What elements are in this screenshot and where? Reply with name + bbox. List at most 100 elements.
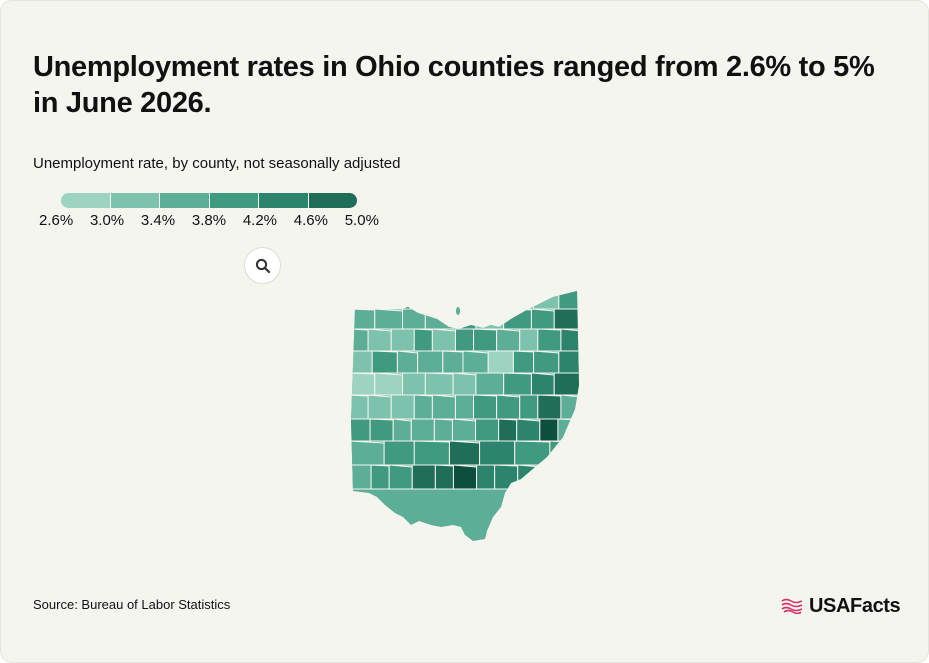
county-meigs[interactable]: Meigs: 4.3% bbox=[518, 465, 541, 489]
logo-text: USAFacts bbox=[809, 595, 900, 618]
county-butler[interactable]: Butler: 3.5% bbox=[558, 419, 581, 441]
county-putnam[interactable]: Putnam: 3% bbox=[368, 329, 391, 351]
county-medina[interactable]: Medina: 3.1% bbox=[476, 309, 504, 329]
county-knox[interactable]: Knox: 3.4% bbox=[463, 351, 488, 373]
county-carroll[interactable]: Carroll: 3.8% bbox=[534, 351, 559, 373]
county-madison[interactable]: Madison: 3.2% bbox=[414, 395, 432, 419]
county-wyandot[interactable]: Wyandot: 3% bbox=[432, 329, 455, 351]
county-pike[interactable]: Pike: 4.6% bbox=[435, 465, 453, 489]
county-hardin[interactable]: Hardin: 3.4% bbox=[397, 351, 417, 373]
county-delaware[interactable]: Delaware: 3% bbox=[453, 373, 476, 395]
county-clinton[interactable]: Clinton: 3.7% bbox=[384, 441, 414, 465]
county-wayne[interactable]: Wayne: 3% bbox=[520, 329, 538, 351]
county-richland[interactable]: Richland: 3.8% bbox=[474, 329, 497, 351]
county-montgomery[interactable]: Montgomery: 3.9% bbox=[370, 419, 393, 441]
county-summit[interactable]: Summit: 3.6% bbox=[504, 309, 532, 329]
county-adams[interactable]: Adams: 4.6% bbox=[412, 465, 435, 489]
county-logan[interactable]: Logan: 3% bbox=[403, 373, 426, 395]
usafacts-logo[interactable]: USAFacts bbox=[781, 593, 900, 619]
county-hancock[interactable]: Hancock: 3% bbox=[391, 329, 414, 351]
county-lawrence[interactable]: Lawrence: 3.9% bbox=[541, 465, 559, 489]
county-belmont[interactable]: Belmont: 4.4% bbox=[538, 395, 561, 419]
county-seneca[interactable]: Seneca: 3.6% bbox=[414, 329, 432, 351]
county-paulding[interactable]: Paulding: 3.4% bbox=[349, 329, 368, 351]
county-licking[interactable]: Licking: 3.3% bbox=[476, 373, 504, 395]
county-gallia[interactable]: Gallia: 4% bbox=[495, 465, 518, 489]
county-ottawa[interactable]: Ottawa: 3.6% bbox=[418, 281, 443, 309]
county-mercer[interactable]: Mercer: 2.6% bbox=[349, 373, 375, 395]
county-brown[interactable]: Brown: 3.7% bbox=[371, 465, 389, 489]
county-athens[interactable]: Athens: 4.1% bbox=[480, 441, 515, 465]
county-trumbull[interactable]: Trumbull: 4.6% bbox=[554, 309, 581, 329]
county-marion[interactable]: Marion: 3.4% bbox=[418, 351, 443, 373]
county-preble[interactable]: Preble: 3.3% bbox=[411, 419, 434, 441]
county-union[interactable]: Union: 2.9% bbox=[425, 373, 453, 395]
county-champaign[interactable]: Champaign: 3.1% bbox=[391, 395, 414, 419]
county-auglaize[interactable]: Auglaize: 2.8% bbox=[375, 373, 403, 395]
county-crawford[interactable]: Crawford: 3.9% bbox=[455, 329, 473, 351]
legend-label: 4.2% bbox=[243, 212, 277, 229]
county-greene[interactable]: Greene: 3.5% bbox=[393, 419, 411, 441]
county-ross[interactable]: Ross: 3.8% bbox=[414, 441, 449, 465]
county-sandusky[interactable]: Sandusky: 3.5% bbox=[425, 309, 453, 329]
county-geauga[interactable]: Geauga: 3.1% bbox=[534, 281, 559, 309]
county-vinton[interactable]: Vinton: 4.4% bbox=[449, 441, 479, 465]
county-pickaway[interactable]: Pickaway: 3.4% bbox=[452, 419, 475, 441]
county-guernsey[interactable]: Guernsey: 3.8% bbox=[520, 395, 538, 419]
county-allen[interactable]: Allen: 3.6% bbox=[372, 351, 397, 373]
county-hocking[interactable]: Hocking: 3.9% bbox=[476, 419, 499, 441]
county-tuscarawas[interactable]: Tuscarawas: 3.6% bbox=[513, 351, 533, 373]
county-hamilton[interactable]: Hamilton: 3.6% bbox=[550, 441, 581, 465]
legend-label: 2.6% bbox=[39, 212, 73, 229]
legend-label: 3.4% bbox=[141, 212, 175, 229]
county-portage[interactable]: Portage: 3.6% bbox=[531, 309, 554, 329]
county-coshocton[interactable]: Coshocton: 3.8% bbox=[504, 373, 532, 395]
county-fairfield[interactable]: Fairfield: 3.3% bbox=[455, 395, 473, 419]
county-henry[interactable]: Henry: 3.3% bbox=[375, 309, 403, 329]
legend-swatch bbox=[210, 193, 260, 208]
county-noble[interactable]: Noble: 4.2% bbox=[517, 419, 540, 441]
county-washington[interactable]: Washington: 3.9% bbox=[515, 441, 550, 465]
county-cuyahoga[interactable]: Cuyahoga: 3.6% bbox=[488, 281, 513, 309]
county-darke[interactable]: Darke: 3.1% bbox=[349, 395, 368, 419]
county-highland[interactable]: Highland: 3.8% bbox=[389, 465, 412, 489]
county-williams[interactable]: Williams: 3.3% bbox=[349, 281, 372, 309]
county-ashtabula[interactable]: Ashtabula: 3.9% bbox=[559, 281, 581, 309]
county-miami[interactable]: Miami: 3.2% bbox=[561, 395, 581, 419]
county-stark[interactable]: Stark: 3.6% bbox=[538, 329, 561, 351]
county-mahoning[interactable]: Mahoning: 4.2% bbox=[561, 329, 581, 351]
county-perry[interactable]: Perry: 3.9% bbox=[474, 395, 497, 419]
county-franklin[interactable]: Franklin: 3.4% bbox=[432, 395, 455, 419]
county-jackson[interactable]: Jackson: 4.1% bbox=[477, 465, 495, 489]
county-van-wert[interactable]: Van Wert: 3.1% bbox=[349, 351, 372, 373]
county-muskingum[interactable]: Muskingum: 3.8% bbox=[497, 395, 520, 419]
county-columbiana[interactable]: Columbiana: 4.2% bbox=[559, 351, 581, 373]
zoom-button[interactable] bbox=[244, 247, 281, 284]
county-holmes[interactable]: Holmes: 2.7% bbox=[488, 351, 513, 373]
county-clark[interactable]: Clark: 3.6% bbox=[349, 419, 370, 441]
legend-label: 4.6% bbox=[294, 212, 328, 229]
county-fayette[interactable]: Fayette: 3.5% bbox=[434, 419, 452, 441]
county-morgan[interactable]: Morgan: 4.4% bbox=[499, 419, 517, 441]
county-erie[interactable]: Erie: 3.4% bbox=[443, 281, 463, 309]
chart-subtitle: Unemployment rate, by county, not season… bbox=[33, 155, 400, 172]
county-monroe[interactable]: Monroe: 4.8% bbox=[540, 419, 558, 441]
county-harrison[interactable]: Harrison: 4% bbox=[531, 373, 554, 395]
county-lucas[interactable]: Lucas: 4.3% bbox=[397, 281, 417, 309]
chart-title: Unemployment rates in Ohio counties rang… bbox=[33, 49, 893, 121]
county-lorain[interactable]: Lorain: 3.6% bbox=[463, 281, 488, 309]
county-warren[interactable]: Warren: 3.2% bbox=[349, 441, 384, 465]
legend-color-scale bbox=[61, 193, 357, 208]
county-morrow[interactable]: Morrow: 3.5% bbox=[443, 351, 463, 373]
county-clermont[interactable]: Clermont: 3.4% bbox=[349, 465, 371, 489]
county-lake[interactable]: Lake: 3.4% bbox=[513, 281, 533, 309]
county-defiance[interactable]: Defiance: 3.3% bbox=[349, 309, 375, 329]
county-jefferson[interactable]: Jefferson: 4.4% bbox=[554, 373, 581, 395]
county-ashland[interactable]: Ashland: 3.5% bbox=[497, 329, 520, 351]
county-fulton[interactable]: Fulton: 3.4% bbox=[372, 281, 397, 309]
county-wood[interactable]: Wood: 3.4% bbox=[403, 309, 426, 329]
ohio-county-map[interactable]: Williams: 3.3%Fulton: 3.4%Lucas: 4.3%Ott… bbox=[341, 281, 601, 546]
county-shelby[interactable]: Shelby: 3% bbox=[368, 395, 391, 419]
county-scioto[interactable]: Scioto: 4.8% bbox=[453, 465, 476, 489]
kelleys-island bbox=[456, 307, 460, 315]
